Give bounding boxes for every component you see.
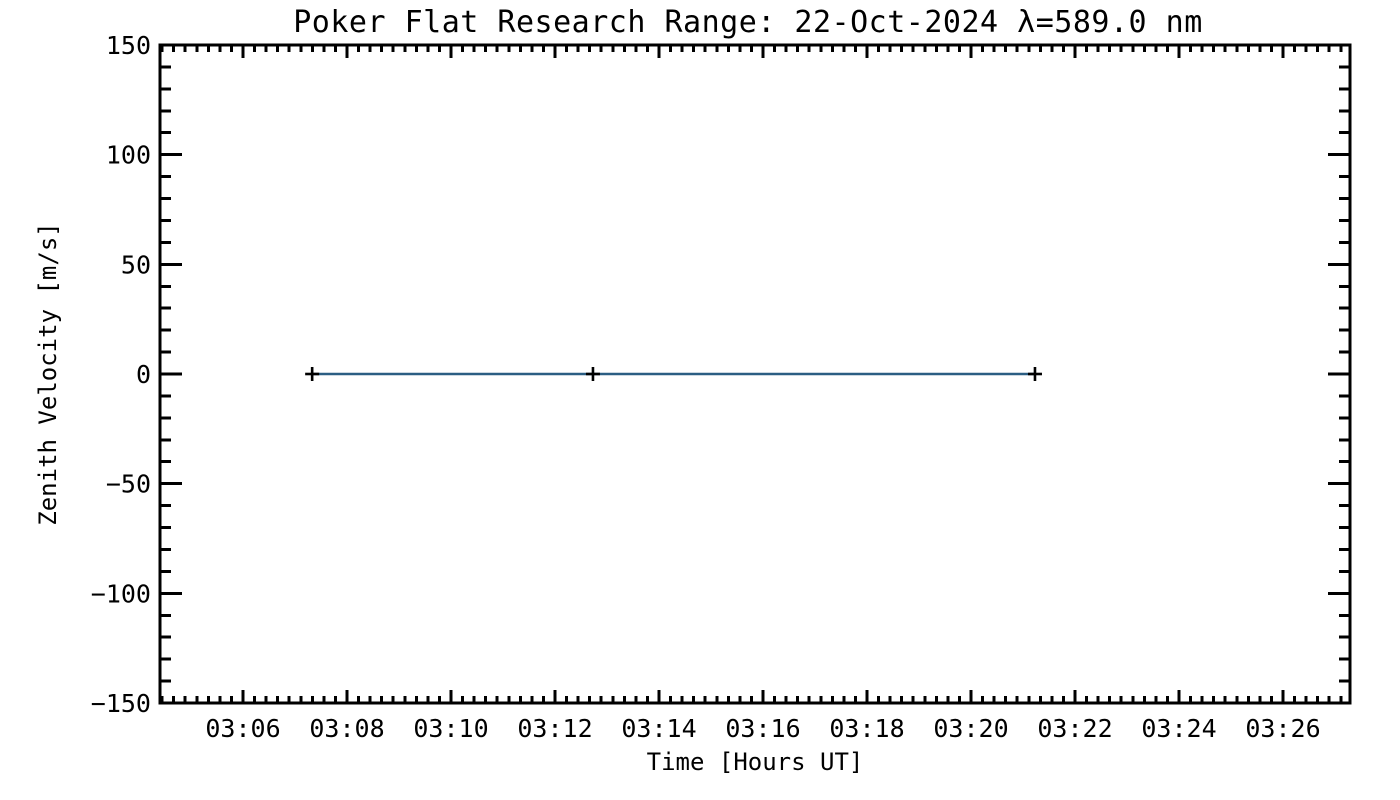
- y-tick-label: 50: [121, 250, 151, 279]
- x-tick-label: 03:10: [413, 714, 488, 743]
- x-tick-label: 03:18: [829, 714, 904, 743]
- x-tick-label: 03:26: [1245, 714, 1320, 743]
- x-tick-label: 03:08: [309, 714, 384, 743]
- x-tick-label: 03:12: [517, 714, 592, 743]
- x-tick-label: 03:20: [933, 714, 1008, 743]
- y-tick-label: −100: [91, 579, 151, 608]
- x-tick-label: 03:16: [725, 714, 800, 743]
- chart-title: Poker Flat Research Range: 22-Oct-2024 λ…: [293, 5, 1203, 40]
- x-tick-label: 03:22: [1037, 714, 1112, 743]
- y-tick-label: 100: [106, 141, 151, 170]
- y-tick-label: −150: [91, 689, 151, 718]
- x-tick-label: 03:06: [205, 714, 280, 743]
- y-axis-title: Zenith Velocity [m/s]: [34, 222, 62, 526]
- x-tick-label: 03:24: [1141, 714, 1216, 743]
- x-axis-title: Time [Hours UT]: [646, 748, 864, 776]
- x-tick-label: 03:14: [621, 714, 696, 743]
- y-tick-label: 150: [106, 31, 151, 60]
- y-tick-label: −50: [106, 470, 151, 499]
- y-tick-label: 0: [136, 360, 151, 389]
